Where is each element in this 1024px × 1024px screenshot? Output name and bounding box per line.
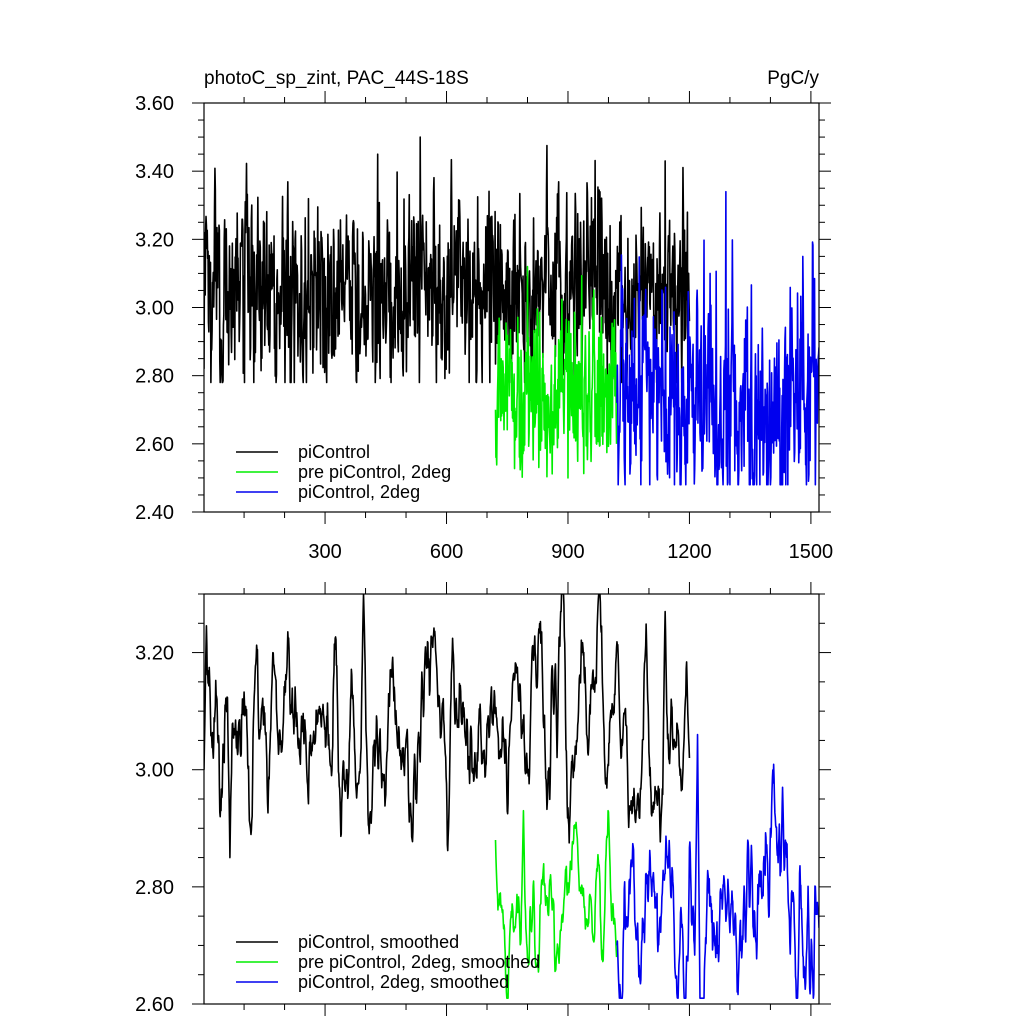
y-axis: 2.60 2.80 3.00 3.20 [135, 593, 831, 1016]
legend-label: piControl, 2deg [298, 482, 420, 502]
legend-label: pre piControl, 2deg, smoothed [298, 952, 540, 972]
plot-frame [203, 593, 820, 1005]
y-tick-label: 3.00 [135, 760, 174, 782]
y-tick-label: 2.40 [135, 502, 174, 524]
y-tick-label: 3.00 [135, 298, 174, 320]
y-tick-label: 2.80 [135, 877, 174, 899]
y-tick-label: 2.80 [135, 366, 174, 388]
x-tick-label: 600 [430, 541, 463, 563]
top-panel-timeseries: 2.40 2.60 2.80 3.00 3.20 3.40 3.60 300 600 900 120… [135, 91, 833, 563]
series-group [204, 594, 819, 999]
y-tick-label: 3.20 [135, 643, 174, 665]
y-tick-label: 3.40 [135, 161, 174, 183]
x-tick-label: 300 [308, 541, 341, 563]
y-axis: 2.40 2.60 2.80 3.00 3.20 3.40 3.60 [135, 93, 831, 524]
y-tick-label: 2.60 [135, 994, 174, 1016]
chart-units: PgC/y [767, 68, 819, 89]
legend-label: piControl, smoothed [298, 932, 459, 952]
series-line-3 [616, 733, 819, 999]
x-tick-label: 1200 [667, 541, 712, 563]
x-axis [243, 582, 812, 1016]
legend-label: piControl [298, 442, 370, 462]
x-tick-label: 900 [551, 541, 584, 563]
series-line-1 [204, 136, 691, 384]
legend-label: piControl, 2deg, smoothed [298, 972, 509, 992]
y-tick-label: 2.60 [135, 434, 174, 456]
series-line-2 [494, 809, 618, 999]
series-line-3 [616, 190, 819, 486]
x-tick-label: 1500 [789, 541, 834, 563]
series-line-1 [204, 594, 691, 859]
series-group [204, 136, 819, 486]
legend-label: pre piControl, 2deg [298, 462, 451, 482]
chart-title: photoC_sp_zint, PAC_44S-18S [204, 68, 469, 89]
y-tick-label: 3.20 [135, 229, 174, 251]
x-axis: 300 600 900 1200 1500 [243, 91, 834, 563]
series-line-2 [494, 265, 618, 479]
y-tick-label: 3.60 [135, 93, 174, 115]
